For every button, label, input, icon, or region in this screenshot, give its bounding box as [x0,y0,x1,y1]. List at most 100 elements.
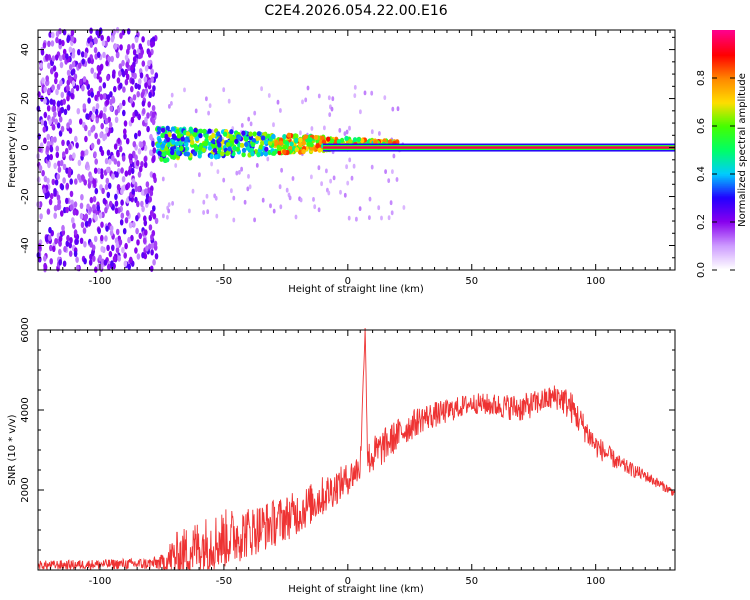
signal-cell [294,147,299,153]
noise-cell [118,239,123,246]
signal-cell [234,138,239,144]
signal-cell [216,131,221,137]
colorbar-step [712,228,735,231]
noise-cell [60,125,65,133]
noise-cell [73,250,78,257]
colorbar-step [712,40,735,43]
noise-cell [83,215,87,222]
noise-cell [113,85,117,93]
noise-cell [102,197,107,205]
colorbar-step [712,146,735,149]
noise-cell [105,59,109,67]
signal-cell [256,152,261,158]
noise-cell [216,169,220,175]
colorbar-step [712,204,735,207]
noise-cell [387,178,391,184]
colorbar-step [712,46,735,49]
noise-cell [52,65,57,72]
noise-cell [84,124,88,132]
signal-cell [225,150,230,156]
colorbar-step [712,138,735,141]
noise-cell [58,116,63,123]
signal-cell [192,132,197,138]
signal-cell [360,138,365,144]
noise-cell [41,77,45,84]
noise-cell [92,204,96,211]
noise-cell [144,65,149,72]
colorbar-step [712,38,735,41]
noise-cell [313,204,317,210]
noise-cell [68,242,72,249]
noise-cell [68,46,73,53]
colorbar-step [712,150,735,153]
noise-cell [240,123,244,128]
noise-cell [63,245,67,253]
signal-cell [170,149,175,156]
noise-cell [87,182,92,189]
noise-cell [56,83,61,91]
noise-cell [152,205,156,212]
noise-cell [368,196,372,202]
noise-cell [101,187,105,195]
noise-cell [118,70,122,77]
signal-cell [202,128,207,134]
noise-cell [123,128,127,135]
noise-cell [370,129,374,135]
signal-cell [207,145,213,151]
noise-cell [132,141,137,148]
signal-cell [282,134,287,140]
colorbar-step [712,82,735,85]
noise-cell [355,216,358,222]
noise-cell [111,72,116,79]
noise-cell [48,31,52,38]
signal-cell [260,140,265,146]
noise-cell [392,153,396,159]
signal-cell [185,131,191,137]
noise-cell [58,235,63,242]
colorbar-step [712,214,735,217]
signal-cell [188,126,193,132]
noise-cell [348,125,351,131]
noise-cell [390,210,394,216]
noise-cell [58,259,62,266]
colorbar-step [712,218,735,221]
noise-cell [107,263,111,271]
noise-cell [62,53,66,60]
signal-cell [252,131,257,137]
noise-cell [377,205,381,211]
noise-cell [143,161,148,168]
noise-cell [120,188,124,195]
noise-cell [84,135,88,143]
colorbar-step [712,180,735,183]
noise-cell [330,106,334,112]
noise-cell [82,227,87,234]
noise-cell [132,56,137,63]
noise-cell [125,73,130,81]
snr-x-tick-label: 50 [465,576,478,587]
noise-cell [87,57,91,64]
noise-cell [98,112,103,119]
signal-cell [286,132,292,138]
noise-cell [97,227,101,234]
colorbar-step [712,166,735,169]
noise-cell [97,167,101,175]
colorbar-step [712,88,735,91]
snr-series-line [37,327,676,571]
noise-cell [151,105,156,112]
noise-cell [130,116,135,124]
noise-cell [111,204,115,211]
noise-cell [132,49,137,56]
signal-cell [184,141,189,147]
noise-cell [103,259,108,266]
noise-cell [88,259,93,266]
noise-cell [343,192,347,198]
noise-cell [240,166,244,172]
noise-cell [141,60,146,67]
noise-cell [136,200,140,208]
noise-cell [127,236,131,244]
noise-cell [151,140,155,148]
colorbar-step [712,160,735,163]
colorbar-step [712,266,735,269]
noise-cell [253,217,256,223]
signal-cell [237,135,242,141]
